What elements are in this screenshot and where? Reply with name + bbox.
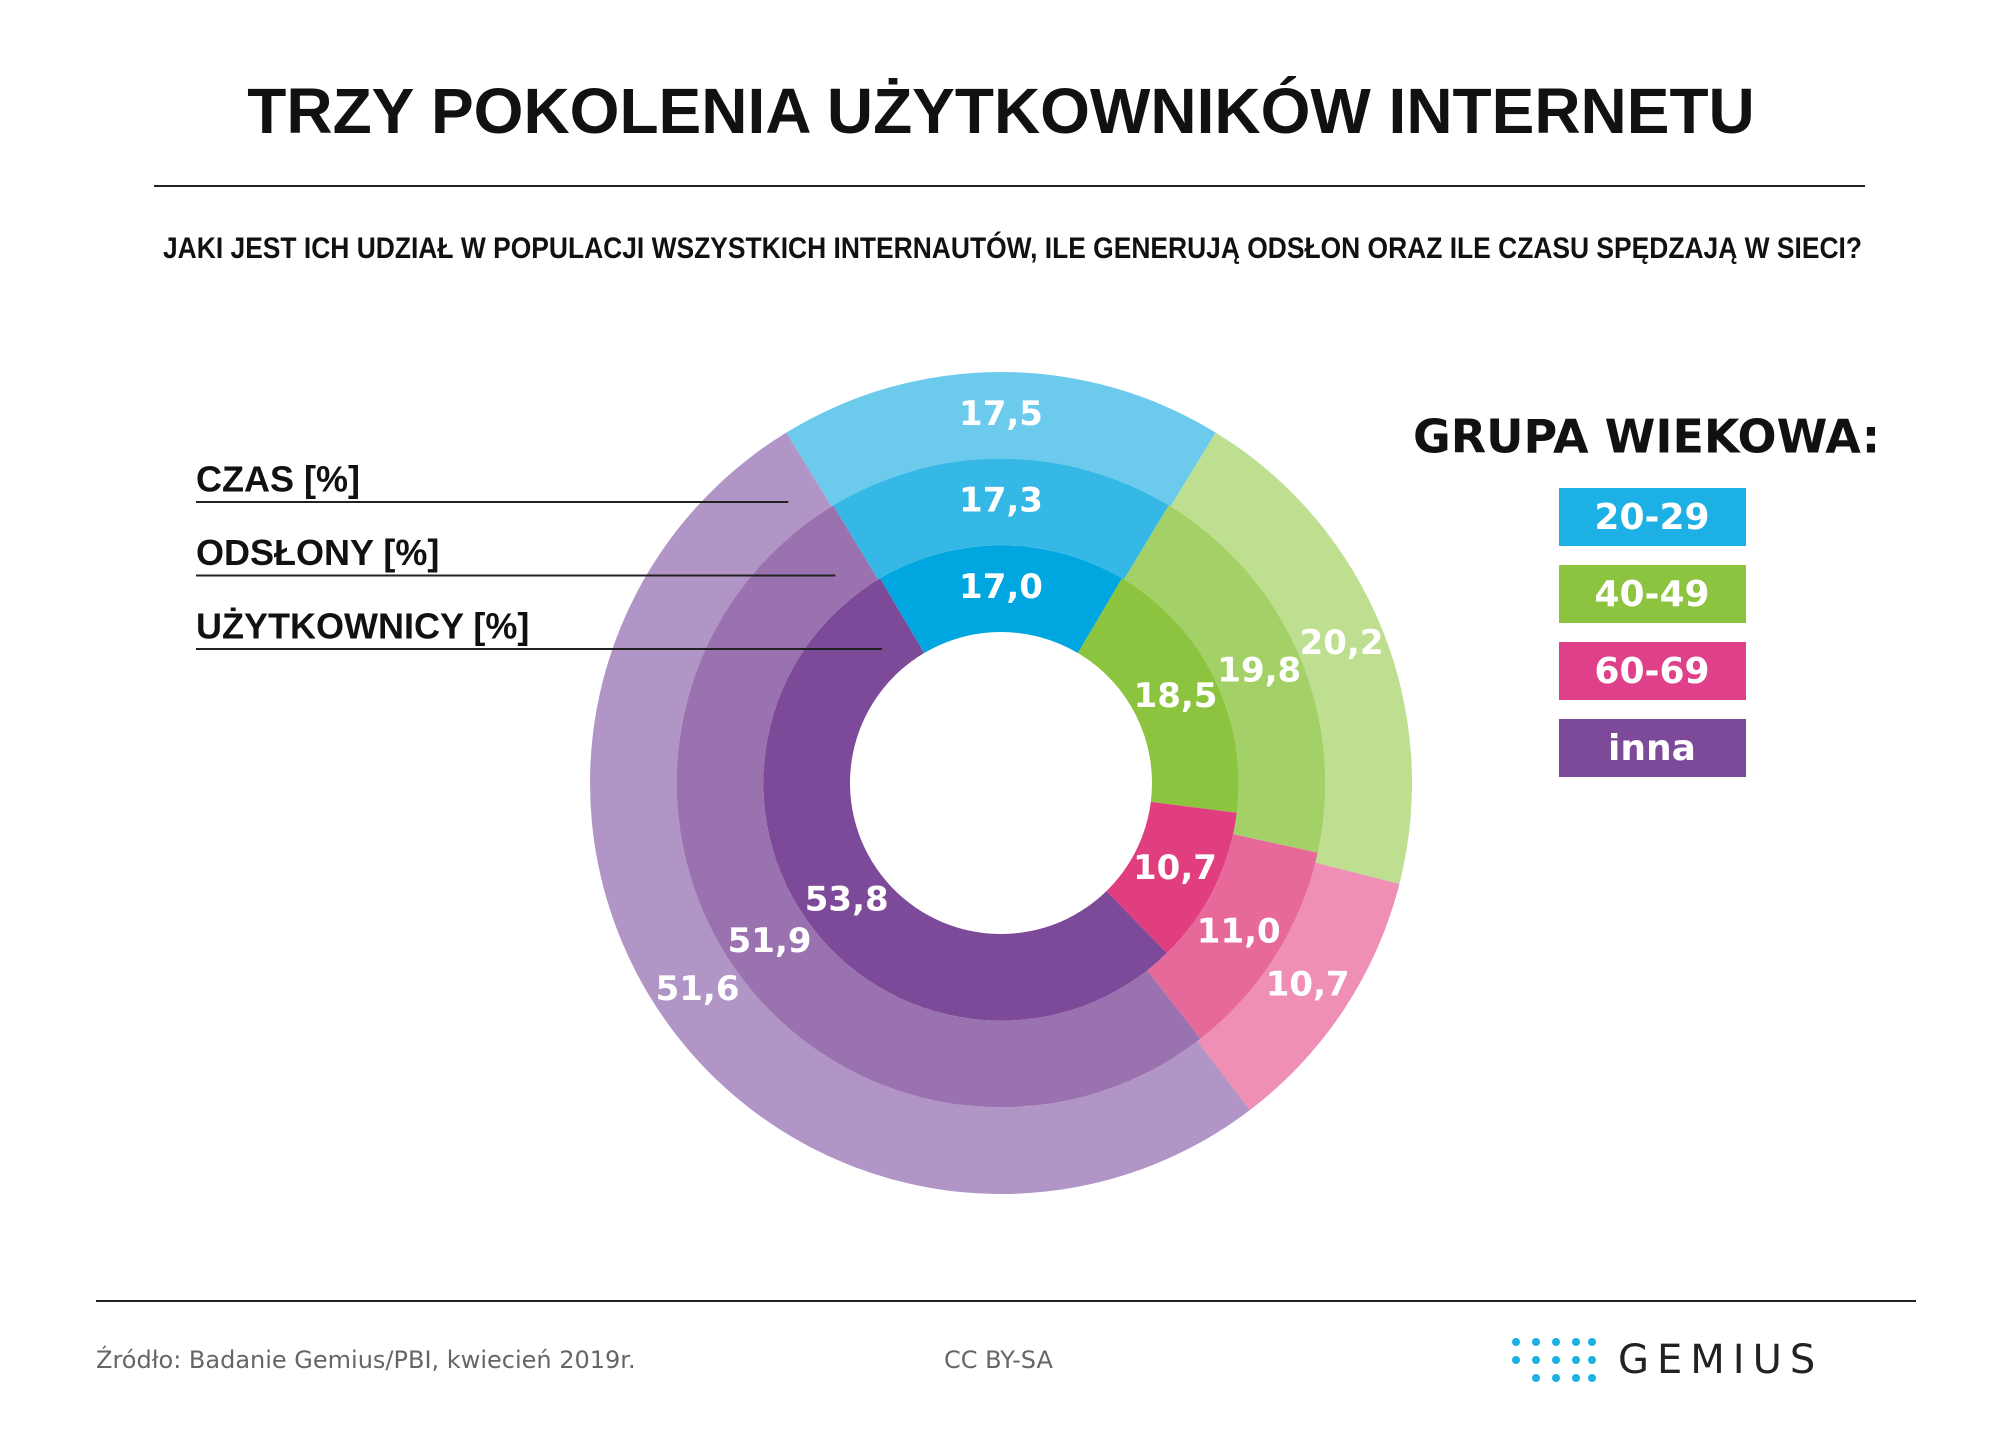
legend-label: 40-49 bbox=[1594, 574, 1709, 615]
legend-swatch bbox=[1559, 642, 1746, 700]
donut-segment bbox=[786, 372, 1216, 507]
donut-segment bbox=[1123, 505, 1326, 853]
donut-segment bbox=[1106, 801, 1237, 954]
donut-segment bbox=[1170, 432, 1412, 884]
legend-title: GRUPA WIEKOWA: bbox=[1413, 410, 1880, 464]
donut-segment bbox=[1147, 834, 1318, 1039]
legend-swatch bbox=[1559, 719, 1746, 777]
donut-segment bbox=[1077, 578, 1239, 813]
chart-subtitle: JAKI JEST ICH UDZIAŁ W POPULACJI WSZYSTK… bbox=[163, 231, 1862, 265]
value-label: 19,8 bbox=[1217, 651, 1301, 691]
legend-label: inna bbox=[1608, 728, 1696, 769]
value-label: 17,3 bbox=[959, 481, 1043, 521]
legend-swatch bbox=[1559, 565, 1746, 623]
value-label: 51,6 bbox=[656, 969, 740, 1009]
legend-label: 60-69 bbox=[1594, 651, 1709, 692]
donut-segment bbox=[880, 545, 1122, 654]
value-label: 10,7 bbox=[1133, 848, 1217, 888]
value-label: 53,8 bbox=[805, 880, 889, 920]
value-label: 51,9 bbox=[728, 921, 812, 961]
chart-title: TRZY POKOLENIA UŻYTKOWNIKÓW INTERNETU bbox=[247, 75, 1755, 147]
logo-dots bbox=[1512, 1338, 1596, 1382]
value-label: 11,0 bbox=[1197, 911, 1281, 951]
value-label: 17,0 bbox=[959, 567, 1043, 607]
value-label: 18,5 bbox=[1134, 676, 1218, 716]
donut-segment bbox=[1197, 862, 1400, 1111]
donut-segment bbox=[833, 458, 1169, 580]
ring-label: CZAS [%] bbox=[196, 459, 360, 500]
source: Źródło: Badanie Gemius/PBI, kwiecień 201… bbox=[96, 1345, 636, 1374]
value-label: 17,5 bbox=[959, 394, 1043, 434]
value-label: 20,2 bbox=[1300, 623, 1384, 663]
donut-segment bbox=[676, 505, 1201, 1108]
donut-segment bbox=[590, 432, 1250, 1194]
legend-swatch bbox=[1559, 488, 1746, 546]
donut-segment bbox=[763, 578, 1167, 1021]
ring-label: ODSŁONY [%] bbox=[196, 532, 439, 573]
value-label: 10,7 bbox=[1266, 964, 1350, 1004]
legend-label: 20-29 bbox=[1594, 497, 1709, 538]
ring-label: UŻYTKOWNICY [%] bbox=[196, 606, 529, 647]
license: CC BY-SA bbox=[944, 1346, 1053, 1374]
logo: GEMIUS bbox=[1618, 1337, 1823, 1383]
